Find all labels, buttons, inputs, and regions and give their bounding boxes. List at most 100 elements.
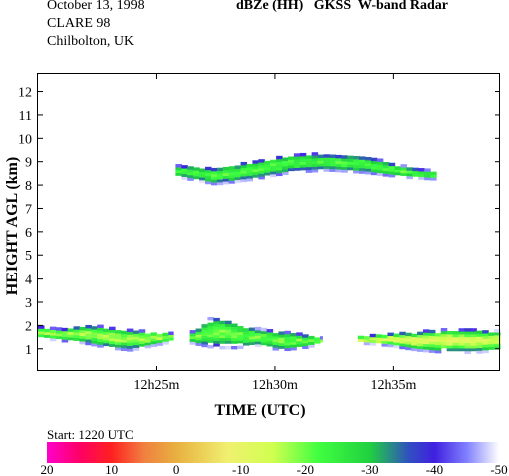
echo-pixel	[488, 346, 495, 350]
echo-pixel	[61, 339, 69, 343]
echo-pixel	[446, 339, 454, 343]
echo-pixel	[115, 335, 122, 340]
echo-pixel	[387, 338, 394, 342]
echo-pixel	[434, 335, 442, 340]
echo-pixel	[311, 160, 319, 165]
colorbar-tick-label: -10	[232, 462, 249, 476]
echo-pixel	[91, 337, 98, 341]
echo-pixel	[424, 171, 431, 175]
echo-pixel	[219, 345, 226, 350]
echo-pixel	[73, 329, 81, 333]
echo-pixel	[73, 337, 81, 341]
echo-pixel	[195, 339, 203, 344]
colorbar-tick-label: -20	[297, 462, 314, 476]
echo-pixel	[317, 157, 325, 161]
echo-pixel	[175, 172, 182, 176]
echo-pixel	[144, 344, 152, 349]
echo-pixel	[228, 177, 236, 181]
echo-pixel	[440, 333, 448, 338]
echo-pixel	[284, 347, 291, 352]
echo-pixel	[323, 159, 331, 164]
echo-pixel	[201, 338, 208, 342]
echo-pixel	[347, 158, 354, 162]
echo-pixel	[452, 336, 460, 341]
echo-pixel	[168, 334, 174, 338]
echo-pixel	[248, 338, 256, 343]
plot-frame	[37, 73, 500, 371]
echo-pixel	[341, 155, 348, 159]
echo-pixel	[335, 157, 342, 162]
echo-pixel	[162, 335, 169, 339]
echo-pixel	[264, 172, 271, 176]
echo-pixel	[115, 344, 122, 348]
header-location: Chilbolton, UK	[47, 34, 135, 49]
echo-pixel	[284, 342, 291, 346]
echo-pixel	[252, 174, 259, 178]
echo-pixel	[476, 336, 483, 340]
echo-pixel	[213, 317, 220, 322]
echo-pixel	[187, 177, 194, 181]
echo-pixel	[234, 165, 242, 169]
echo-pixel	[272, 347, 280, 351]
echo-pixel	[311, 166, 319, 170]
echo-pixel	[213, 340, 220, 344]
echo-pixel	[418, 176, 425, 180]
echo-pixel	[381, 334, 389, 339]
echo-pixel	[258, 164, 265, 169]
echo-pixel	[299, 166, 307, 171]
echo-pixel	[399, 342, 406, 347]
echo-pixel	[411, 344, 418, 349]
echo-pixel	[476, 347, 483, 351]
echo-pixel	[406, 167, 413, 171]
echo-pixel	[43, 334, 51, 338]
echo-pixel	[85, 330, 92, 334]
echo-pixel	[79, 332, 86, 336]
echo-pixel	[85, 336, 92, 340]
echo-pixel	[440, 339, 448, 343]
echo-pixel	[347, 166, 354, 171]
echo-pixel	[452, 342, 460, 346]
echo-pixel	[359, 156, 366, 160]
echo-pixel	[278, 331, 285, 335]
colorbar-tick-label: -30	[361, 462, 378, 476]
echo-pixel	[458, 331, 466, 335]
echo-pixel	[231, 337, 238, 341]
echo-pixel	[394, 169, 402, 173]
echo-pixel	[49, 335, 57, 339]
echo-pixel	[423, 340, 430, 344]
echo-pixel	[296, 332, 303, 336]
echo-pixel	[213, 323, 220, 327]
echo-pixel	[430, 171, 437, 176]
echo-low-cloud-east	[357, 328, 501, 355]
echo-pixel	[382, 167, 390, 172]
echo-pixel	[199, 168, 206, 172]
header-campaign: CLARE 98	[47, 16, 111, 31]
echo-pixel	[144, 339, 152, 343]
echo-pixel	[347, 161, 354, 165]
echo-pixel	[201, 324, 208, 328]
echo-pixel	[290, 332, 297, 337]
echo-pixel	[376, 164, 384, 168]
echo-pixel	[254, 340, 262, 345]
echo-pixel	[417, 334, 424, 338]
echo-pixel	[144, 333, 152, 338]
echo-pixel	[237, 345, 244, 350]
echo-pixel	[388, 171, 396, 175]
echo-pixel	[219, 334, 226, 339]
echo-pixel	[399, 337, 406, 341]
echo-pixel	[308, 341, 315, 345]
echo-pixel	[205, 166, 212, 171]
echo-pixel	[231, 345, 238, 350]
echo-pixel	[248, 330, 256, 334]
y-tick-label: 9	[25, 156, 32, 171]
echo-pixel	[418, 170, 425, 175]
echo-pixel	[476, 333, 483, 337]
echo-pixel	[85, 338, 92, 343]
echo-pixel	[115, 346, 122, 351]
echo-pixel	[311, 169, 319, 173]
echo-pixel	[382, 173, 390, 177]
echo-pixel	[381, 343, 389, 347]
echo-pixel	[175, 166, 182, 171]
echo-pixel	[428, 335, 436, 339]
echo-pixel	[293, 158, 301, 163]
